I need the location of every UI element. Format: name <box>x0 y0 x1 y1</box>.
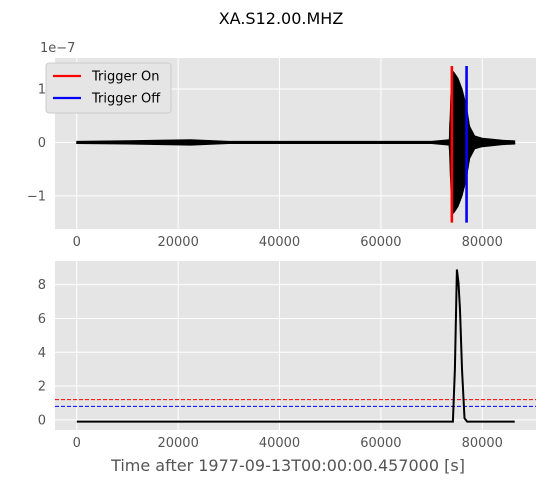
characteristic-function-line <box>76 269 515 423</box>
top-y-tick-label: −1 <box>27 189 46 204</box>
legend-trigger-off-label: Trigger Off <box>91 92 161 107</box>
top-panel: 0 20000 40000 60000 80000 1 0 −1 1e−7 Trigger O… <box>27 41 536 250</box>
top-x-tick-label: 60000 <box>360 235 401 250</box>
top-x-tick-label: 40000 <box>259 235 300 250</box>
bottom-tick-labels: 0 20000 40000 60000 80000 8 6 4 2 0 <box>38 278 503 451</box>
top-scale-factor-label: 1e−7 <box>40 41 75 56</box>
top-series <box>76 69 516 216</box>
top-y-tick-label: 1 <box>38 82 46 97</box>
bottom-series <box>76 269 515 423</box>
bottom-x-tick-label: 20000 <box>157 436 198 451</box>
bottom-threshold-lines <box>55 399 536 407</box>
legend-trigger-on-label: Trigger On <box>91 70 159 85</box>
seismic-trace-line <box>76 70 516 215</box>
legend: Trigger On Trigger Off <box>45 62 172 114</box>
top-tick-labels: 0 20000 40000 60000 80000 1 0 −1 <box>27 82 503 250</box>
bottom-x-tick-label: 40000 <box>259 436 300 451</box>
bottom-y-tick-label: 2 <box>38 380 46 395</box>
top-x-tick-label: 20000 <box>157 235 198 250</box>
bottom-y-tick-label: 6 <box>38 312 46 327</box>
bottom-x-tick-label: 0 <box>73 436 81 451</box>
bottom-panel: 0 20000 40000 60000 80000 8 6 4 2 0 Time after 19… <box>38 261 536 475</box>
top-x-tick-label: 0 <box>73 235 81 250</box>
bottom-y-tick-label: 8 <box>38 278 46 293</box>
top-trigger-lines <box>450 66 468 223</box>
x-axis-label: Time after 1977-09-13T00:00:00.457000 [s… <box>110 456 465 475</box>
bottom-y-tick-label: 4 <box>38 346 46 361</box>
bottom-x-tick-label: 60000 <box>360 436 401 451</box>
bottom-y-tick-label: 0 <box>38 413 46 428</box>
top-x-tick-label: 80000 <box>462 235 503 250</box>
bottom-x-tick-label: 80000 <box>462 436 503 451</box>
top-y-tick-label: 0 <box>38 136 46 151</box>
chart-title: XA.S12.00.MHZ <box>219 9 344 28</box>
